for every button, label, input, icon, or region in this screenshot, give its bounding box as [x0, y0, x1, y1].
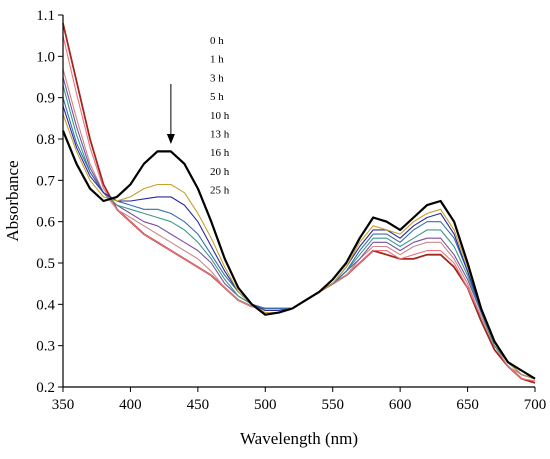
series-line-25h	[62, 23, 536, 384]
legend-label-25h: 25 h	[210, 185, 230, 197]
legend-layer: 0 h 1 h 3 h 5 h 10 h 13 h 16 h 20 h 25 h	[210, 35, 230, 197]
y-tick-label-1: 1.0	[36, 49, 55, 65]
x-tick-label-600: 600	[389, 397, 412, 413]
y-tick-label-0.4: 0.4	[36, 297, 55, 313]
legend-label-1h: 1 h	[210, 54, 224, 66]
y-tick-label-0.2: 0.2	[36, 380, 55, 396]
legend-label-13h: 13 h	[210, 129, 230, 141]
y-tick-label-0.8: 0.8	[36, 132, 55, 148]
legend-label-10h: 10 h	[210, 110, 230, 122]
legend-label-16h: 16 h	[210, 147, 230, 159]
y-tick-label-0.3: 0.3	[36, 339, 55, 355]
y-axis-title: Absorbance	[3, 160, 22, 241]
series-line-5h	[62, 97, 536, 380]
series-line-13h	[62, 76, 536, 380]
x-tick-label-700: 700	[524, 397, 547, 413]
legend-label-20h: 20 h	[210, 166, 230, 178]
x-axis-title: Wavelength (nm)	[240, 429, 358, 448]
x-tick-label-450: 450	[187, 397, 210, 413]
series-line-1h	[62, 114, 536, 380]
x-tick-label-500: 500	[254, 397, 277, 413]
series-line-10h	[62, 85, 536, 380]
series-line-0h	[61, 130, 536, 380]
axes-layer: 350 400 450 500 550 600 650 700 0.2 0.3 0.4 0.5 0.6 0…	[36, 8, 546, 413]
y-tick-label-0.5: 0.5	[36, 256, 55, 272]
y-tick-label-0.9: 0.9	[36, 91, 55, 107]
x-tick-label-550: 550	[321, 397, 344, 413]
legend-label-0h: 0 h	[210, 35, 224, 47]
legend-label-5h: 5 h	[210, 91, 224, 103]
y-tick-label-1.1: 1.1	[36, 8, 55, 24]
annotation-arrow-head	[166, 134, 175, 144]
y-tick-label-0.7: 0.7	[36, 173, 55, 189]
series-line-20h	[62, 35, 536, 382]
x-tick-label-350: 350	[52, 397, 75, 413]
x-tick-label-400: 400	[119, 397, 142, 413]
x-tick-label-650: 650	[456, 397, 479, 413]
series-line-3h	[62, 105, 536, 380]
y-tick-label-0.6: 0.6	[36, 215, 55, 231]
legend-label-3h: 3 h	[210, 72, 224, 84]
series-layer	[61, 23, 536, 384]
